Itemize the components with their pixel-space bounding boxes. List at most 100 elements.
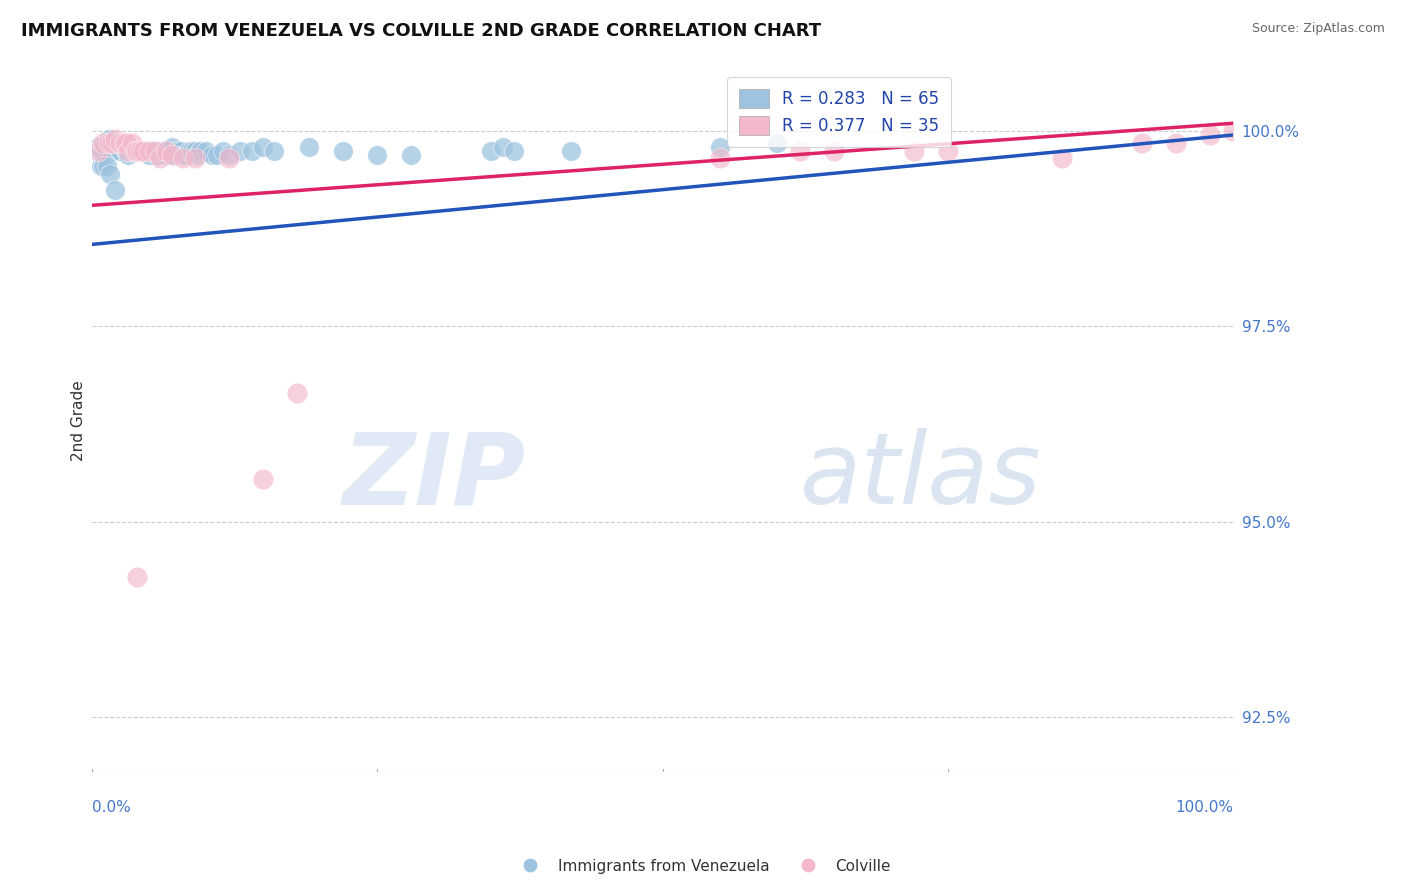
Point: [155, 144, 177, 158]
Point: [160, 147, 183, 161]
Point: [1050, 152, 1073, 166]
Point: [823, 144, 845, 158]
Text: 100.0%: 100.0%: [1175, 800, 1233, 815]
Point: [1166, 136, 1188, 150]
Point: [90, 144, 112, 158]
Point: [127, 569, 149, 583]
Point: [115, 136, 138, 150]
Point: [765, 136, 787, 150]
Point: [789, 144, 811, 158]
Point: [110, 136, 132, 150]
Point: [218, 147, 240, 161]
Point: [127, 144, 149, 158]
Point: [212, 144, 235, 158]
Point: [105, 139, 128, 153]
Point: [101, 144, 124, 158]
Point: [149, 144, 172, 158]
Point: [479, 144, 502, 158]
Point: [143, 144, 166, 158]
Point: [240, 144, 263, 158]
Point: [124, 144, 146, 158]
Point: [177, 144, 200, 158]
Point: [709, 152, 731, 166]
Point: [146, 147, 169, 161]
Point: [94, 139, 117, 153]
Point: [163, 147, 186, 161]
Point: [97, 132, 120, 146]
Point: [181, 144, 204, 158]
Point: [110, 144, 132, 158]
Text: IMMIGRANTS FROM VENEZUELA VS COLVILLE 2ND GRADE CORRELATION CHART: IMMIGRANTS FROM VENEZUELA VS COLVILLE 2N…: [21, 22, 821, 40]
Point: [135, 144, 157, 158]
Point: [110, 136, 132, 150]
Point: [903, 144, 925, 158]
Point: [97, 136, 120, 150]
Point: [141, 144, 163, 158]
Point: [183, 144, 205, 158]
Point: [709, 139, 731, 153]
Point: [1222, 124, 1244, 138]
Point: [127, 144, 149, 158]
Point: [263, 144, 285, 158]
Legend: Immigrants from Venezuela, Colville: Immigrants from Venezuela, Colville: [509, 853, 897, 880]
Text: ZIP: ZIP: [343, 428, 526, 525]
Point: [121, 136, 143, 150]
Point: [117, 147, 139, 161]
Point: [155, 147, 177, 161]
Point: [112, 139, 135, 153]
Point: [128, 144, 150, 158]
Point: [91, 136, 114, 150]
Point: [229, 144, 252, 158]
Point: [101, 136, 124, 150]
Point: [104, 132, 127, 146]
Point: [936, 144, 959, 158]
Point: [96, 159, 118, 173]
Point: [115, 136, 138, 150]
Point: [160, 139, 183, 153]
Text: Source: ZipAtlas.com: Source: ZipAtlas.com: [1251, 22, 1385, 36]
Point: [97, 136, 120, 150]
Point: [157, 144, 180, 158]
Point: [149, 152, 172, 166]
Point: [90, 159, 112, 173]
Point: [115, 144, 138, 158]
Legend: R = 0.283   N = 65, R = 0.377   N = 35: R = 0.283 N = 65, R = 0.377 N = 35: [727, 77, 950, 147]
Point: [492, 139, 515, 153]
Point: [101, 136, 124, 150]
Point: [143, 144, 166, 158]
Point: [86, 144, 108, 158]
Point: [194, 144, 217, 158]
Point: [117, 144, 139, 158]
Point: [121, 144, 143, 158]
Point: [201, 147, 224, 161]
Point: [366, 147, 388, 161]
Point: [188, 144, 211, 158]
Point: [172, 152, 194, 166]
Point: [138, 147, 160, 161]
Point: [503, 144, 526, 158]
Point: [91, 159, 114, 173]
Point: [98, 167, 121, 181]
Point: [1199, 128, 1222, 142]
Point: [252, 139, 274, 153]
Text: atlas: atlas: [800, 428, 1040, 525]
Point: [172, 147, 194, 161]
Point: [86, 139, 108, 153]
Point: [124, 144, 146, 158]
Point: [332, 144, 354, 158]
Point: [104, 183, 127, 197]
Point: [166, 144, 188, 158]
Point: [1130, 136, 1153, 150]
Point: [170, 144, 193, 158]
Point: [560, 144, 582, 158]
Point: [152, 144, 174, 158]
Point: [128, 144, 150, 158]
Point: [401, 147, 423, 161]
Point: [186, 147, 208, 161]
Text: 0.0%: 0.0%: [91, 800, 131, 815]
Point: [174, 147, 197, 161]
Point: [252, 472, 274, 486]
Point: [138, 144, 160, 158]
Point: [298, 139, 321, 153]
Point: [132, 144, 155, 158]
